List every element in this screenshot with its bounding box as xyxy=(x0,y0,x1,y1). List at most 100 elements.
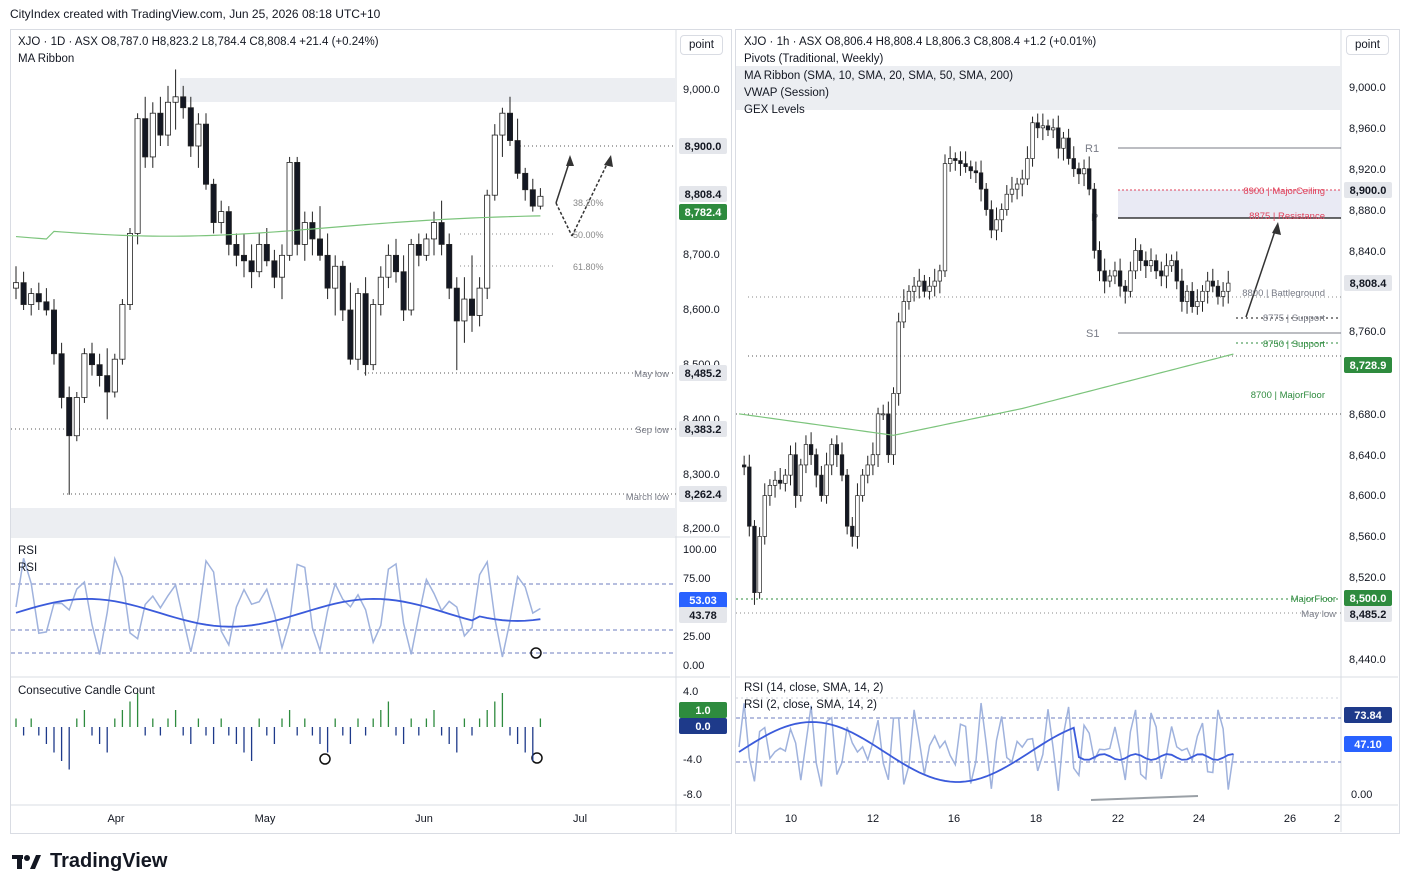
right-rsi-title-1: RSI (14, close, SMA, 14, 2) xyxy=(744,682,884,694)
right-candle-body xyxy=(1143,260,1149,267)
right-x-tick: 18 xyxy=(1030,813,1042,825)
right-candle-body xyxy=(1009,188,1015,195)
right-candle-body xyxy=(891,393,896,456)
right-chart-pane[interactable] xyxy=(735,29,1400,834)
right-candle-body xyxy=(937,270,942,282)
left-x-tick: Jul xyxy=(573,813,587,825)
left-candle-body xyxy=(484,194,491,289)
left-candle-body xyxy=(89,353,96,366)
left-candle-body xyxy=(180,96,187,109)
left-candle-body xyxy=(218,211,225,223)
left-candle-body xyxy=(499,112,506,136)
left-rsi-tag-bg xyxy=(679,607,727,623)
right-x-tick: 16 xyxy=(948,813,960,825)
left-candle-body xyxy=(12,282,19,289)
chart-header: CityIndex created with TradingView.com, … xyxy=(10,7,381,21)
right-x-tick: 2 xyxy=(1334,813,1340,825)
left-fib-label: 61.80% xyxy=(573,262,604,272)
right-candle-body xyxy=(875,413,881,456)
left-price-tick: 8,300.0 xyxy=(683,469,720,481)
right-gex-band xyxy=(1118,190,1341,218)
right-candle-body xyxy=(1226,282,1231,292)
left-candle-body xyxy=(332,265,339,289)
right-candle-body xyxy=(1097,250,1102,272)
right-price-tag: 8,485.2 xyxy=(1350,609,1387,621)
left-candle-body xyxy=(309,222,316,240)
left-candle-body xyxy=(202,123,209,185)
right-price-tick: 8,920.0 xyxy=(1349,164,1386,176)
left-ccc-tick: 4.0 xyxy=(683,686,698,698)
right-candle-body xyxy=(984,188,989,210)
left-unit-button[interactable]: point xyxy=(680,35,723,55)
right-gex-label: 8750 | Support xyxy=(1263,339,1326,350)
left-candle-body xyxy=(453,287,460,322)
right-candle-body xyxy=(1138,250,1143,261)
right-gex-label: GEX Levels xyxy=(744,104,805,116)
left-candle-body xyxy=(210,183,217,223)
right-price-tick: 8,640.0 xyxy=(1349,450,1386,462)
left-price-tag: 8,808.4 xyxy=(685,189,723,201)
right-candle-body xyxy=(1159,270,1164,277)
left-x-tick: Jun xyxy=(415,813,433,825)
left-price-tag-bg xyxy=(679,486,727,502)
right-candle-body xyxy=(1195,301,1200,307)
left-candle-body xyxy=(195,123,202,147)
right-price-tag-bg xyxy=(1344,357,1392,373)
right-candle-body xyxy=(757,536,762,593)
right-gex-label: 8875 | Resistance xyxy=(1249,211,1325,222)
left-candle-body xyxy=(149,112,156,158)
left-price-tag: 8,900.0 xyxy=(685,141,722,153)
right-candle-body xyxy=(911,285,917,292)
right-price-tag: 8,808.4 xyxy=(1350,278,1388,290)
left-candle-body xyxy=(35,293,42,303)
left-candle-body xyxy=(256,243,263,273)
right-candle-body xyxy=(1123,285,1128,292)
left-candle-body xyxy=(134,118,141,234)
left-ccc-tag-bg xyxy=(679,718,727,734)
left-ma-line xyxy=(15,215,541,240)
right-candle-body xyxy=(803,444,809,466)
right-candle-body xyxy=(978,172,984,190)
left-candle-body xyxy=(522,172,529,191)
right-candle-body xyxy=(1164,265,1169,277)
right-candle-body xyxy=(922,280,927,292)
left-candle-body xyxy=(408,243,415,311)
right-candle-body xyxy=(772,479,778,486)
left-candle-body xyxy=(263,243,270,262)
right-price-tag-bg xyxy=(1344,275,1392,291)
tradingview-logo-text: TradingView xyxy=(50,850,168,872)
right-pivot-label: S1 xyxy=(1086,328,1099,340)
left-x-tick: Apr xyxy=(107,813,124,825)
right-unit-button[interactable]: point xyxy=(1346,35,1389,55)
left-candle-body xyxy=(119,304,126,360)
left-ccc-tag: 1.0 xyxy=(695,705,710,717)
left-candle-body xyxy=(96,364,103,376)
right-candle-body xyxy=(942,163,948,272)
left-candle-body xyxy=(324,254,331,289)
right-candle-body xyxy=(881,413,886,416)
right-candle-body xyxy=(1061,137,1066,149)
tradingview-logo[interactable]: TradingView xyxy=(12,850,167,873)
right-gex-label: 8800 | Battleground xyxy=(1242,288,1325,299)
left-candle-body xyxy=(362,293,369,366)
right-candle-body xyxy=(844,474,850,527)
right-legend: XJO · 1h · ASX O8,806.4 H8,808.4 L8,806.… xyxy=(744,34,1096,119)
right-candle-body xyxy=(834,444,839,456)
tradingview-logo-icon xyxy=(12,854,41,869)
left-candle-body xyxy=(316,238,323,256)
left-candle-body xyxy=(529,189,536,207)
right-pivots-label: Pivots (Traditional, Weekly) xyxy=(744,53,884,65)
right-candle-body xyxy=(1076,168,1082,175)
left-candle-body xyxy=(438,222,445,245)
left-price-tag-bg xyxy=(679,365,727,381)
right-candle-body xyxy=(762,495,767,537)
left-candle-body xyxy=(537,195,544,207)
left-price-tag-bg xyxy=(679,204,727,220)
right-x-tick: 22 xyxy=(1112,813,1124,825)
right-candle-body xyxy=(947,158,953,164)
right-candle-body xyxy=(747,466,752,527)
right-price-tick: 8,880.0 xyxy=(1349,205,1386,217)
right-candle-body xyxy=(798,464,803,496)
